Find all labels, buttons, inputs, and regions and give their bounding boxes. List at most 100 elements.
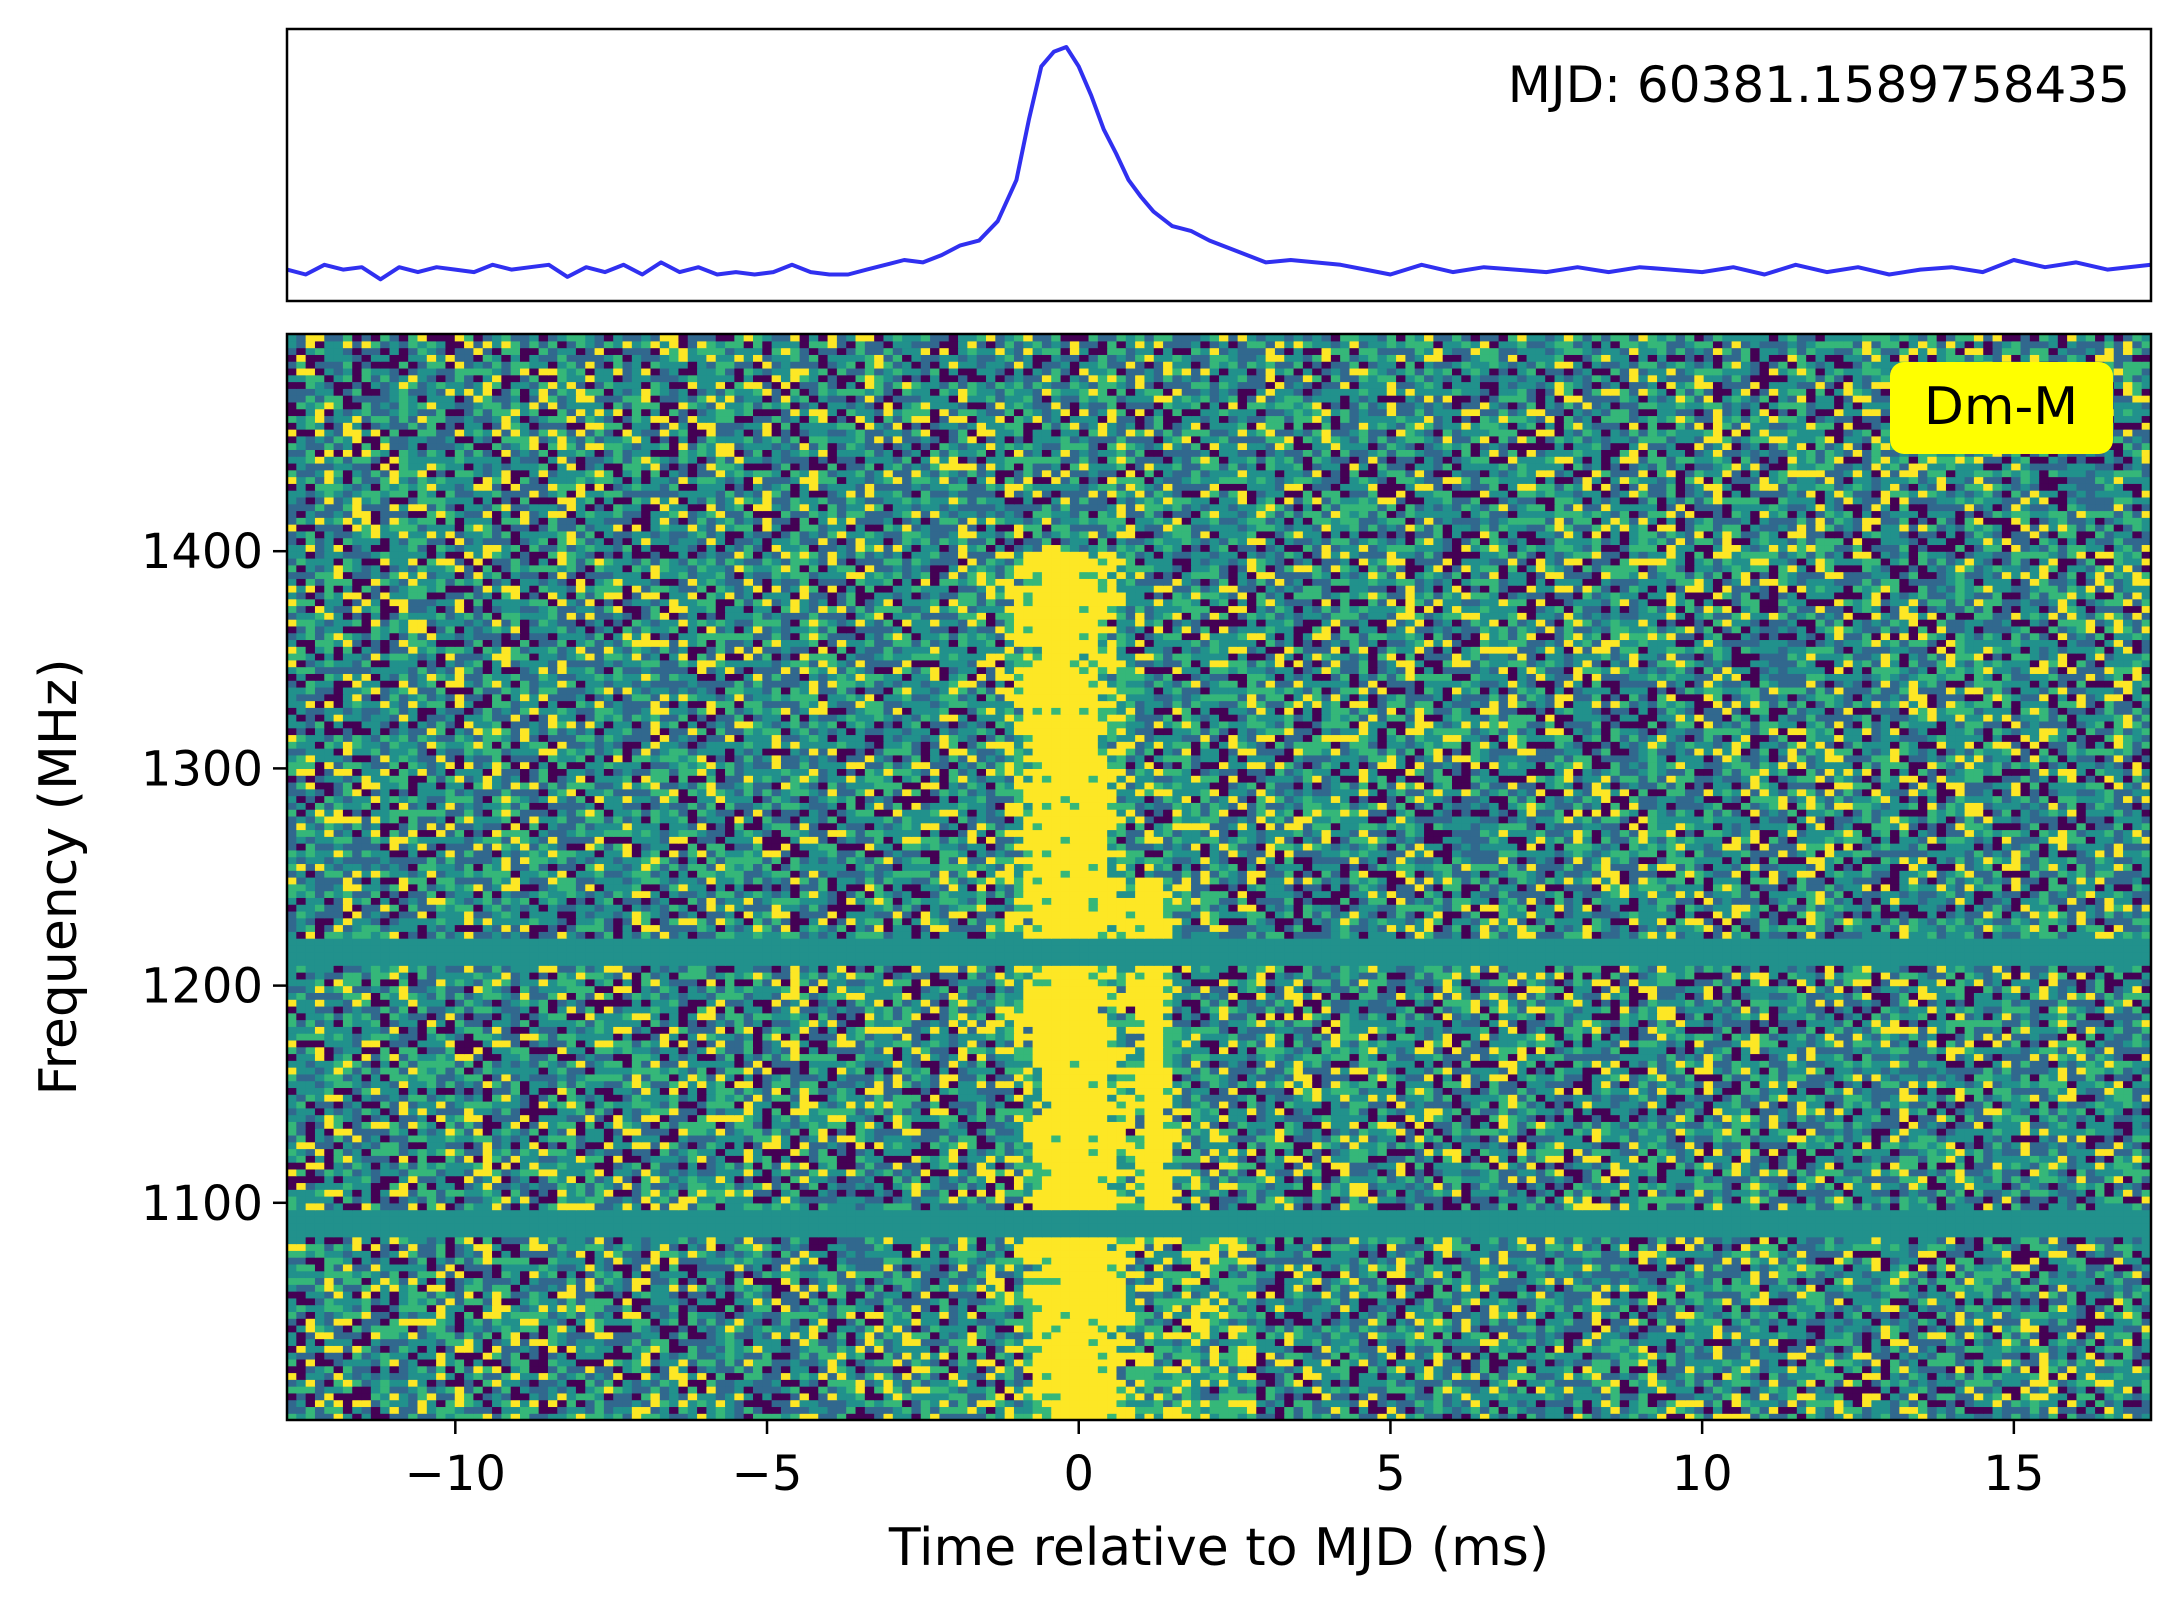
heatmap-cell [380, 1339, 390, 1346]
heatmap-cell [1564, 1264, 1574, 1271]
heatmap-cell [455, 1305, 465, 1312]
heatmap-cell [2104, 1379, 2114, 1386]
heatmap-cell [1564, 1305, 1574, 1312]
heatmap-cell [371, 1305, 381, 1312]
heatmap-cell [1806, 1372, 1816, 1379]
heatmap-cell [1387, 1379, 1397, 1386]
heatmap-cell [408, 1257, 418, 1264]
heatmap-cell [2048, 1291, 2058, 1298]
heatmap-cell [1610, 1352, 1620, 1359]
heatmap-cell [1638, 1366, 1648, 1373]
heatmap-cell [874, 1339, 884, 1346]
heatmap-cell [1629, 1318, 1639, 1325]
heatmap-cell [1340, 1271, 1350, 1278]
heatmap-cell [930, 1311, 940, 1318]
heatmap-cell [1862, 1352, 1872, 1359]
heatmap-cell [1210, 1264, 1220, 1271]
heatmap-cell [1349, 1393, 1359, 1400]
heatmap-cell [1666, 1406, 1676, 1413]
heatmap-cell [1023, 1366, 1033, 1373]
heatmap-cell [632, 1284, 642, 1291]
heatmap-cell [1564, 1379, 1574, 1386]
heatmap-cell [837, 1318, 847, 1325]
heatmap-cell [781, 1386, 791, 1393]
heatmap-cell [1033, 1359, 1043, 1366]
heatmap-cell [1266, 1393, 1276, 1400]
heatmap-cell [1238, 1386, 1248, 1393]
heatmap-cell [958, 1298, 968, 1305]
heatmap-cell [1107, 1250, 1117, 1257]
heatmap-cell [1294, 1250, 1304, 1257]
heatmap-cell [1424, 1311, 1434, 1318]
heatmap-cell [2002, 1352, 2012, 1359]
heatmap-cell [1424, 1250, 1434, 1257]
heatmap-cell [1154, 1318, 1164, 1325]
heatmap-cell [1545, 1264, 1555, 1271]
heatmap-cell [1191, 1325, 1201, 1332]
heatmap-cell [1079, 1366, 1089, 1373]
heatmap-cell [1508, 1311, 1518, 1318]
heatmap-cell [2076, 1406, 2086, 1413]
heatmap-cell [1051, 1257, 1061, 1264]
heatmap-cell [716, 1372, 726, 1379]
heatmap-cell [846, 1339, 856, 1346]
heatmap-cell [641, 1257, 651, 1264]
heatmap-cell [1284, 1257, 1294, 1264]
heatmap-cell [399, 1339, 409, 1346]
heatmap-cell [1862, 1386, 1872, 1393]
heatmap-cell [548, 1406, 558, 1413]
heatmap-cell [1480, 1318, 1490, 1325]
heatmap-cell [455, 1318, 465, 1325]
heatmap-cell [1098, 1264, 1108, 1271]
heatmap-cell [1685, 1339, 1695, 1346]
heatmap-cell [1247, 1325, 1257, 1332]
heatmap-cell [1023, 1271, 1033, 1278]
heatmap-cell [874, 1352, 884, 1359]
heatmap-cell [846, 1318, 856, 1325]
heatmap-cell [1210, 1305, 1220, 1312]
heatmap-cell [1312, 1271, 1322, 1278]
heatmap-cell [1461, 1305, 1471, 1312]
heatmap-cell [1853, 1393, 1863, 1400]
heatmap-cell [921, 1379, 931, 1386]
heatmap-cell [1601, 1393, 1611, 1400]
heatmap-cell [949, 1400, 959, 1407]
heatmap-cell [1983, 1271, 1993, 1278]
heatmap-cell [1284, 1291, 1294, 1298]
heatmap-cell [1871, 1271, 1881, 1278]
heatmap-cell [1359, 1311, 1369, 1318]
heatmap-cell [753, 1400, 763, 1407]
heatmap-cell [548, 1366, 558, 1373]
heatmap-cell [669, 1298, 679, 1305]
heatmap-cell [809, 1379, 819, 1386]
heatmap-cell [1629, 1277, 1639, 1284]
heatmap-cell [1815, 1359, 1825, 1366]
heatmap-cell [1210, 1271, 1220, 1278]
heatmap-cell [650, 1298, 660, 1305]
heatmap-cell [1713, 1386, 1723, 1393]
heatmap-cell [334, 1359, 344, 1366]
heatmap-cell [1778, 1250, 1788, 1257]
heatmap-cell [1405, 1298, 1415, 1305]
heatmap-cell [1983, 1359, 1993, 1366]
heatmap-cell [1322, 1291, 1332, 1298]
heatmap-cell [585, 1352, 595, 1359]
heatmap-cell [1182, 1284, 1192, 1291]
heatmap-cell [1685, 1318, 1695, 1325]
heatmap-cell [548, 1352, 558, 1359]
heatmap-cell [1247, 1352, 1257, 1359]
heatmap-cell [567, 1352, 577, 1359]
heatmap-cell [641, 1359, 651, 1366]
heatmap-cell [828, 1406, 838, 1413]
heatmap-cell [725, 1339, 735, 1346]
heatmap-cell [1778, 1359, 1788, 1366]
heatmap-cell [1974, 1298, 1984, 1305]
heatmap-cell [986, 1386, 996, 1393]
heatmap-cell [669, 1311, 679, 1318]
heatmap-cell [883, 1277, 893, 1284]
heatmap-cell [669, 1406, 679, 1413]
heatmap-cell [1899, 1372, 1909, 1379]
heatmap-cell [1815, 1325, 1825, 1332]
heatmap-cell [1340, 1386, 1350, 1393]
heatmap-cell [1629, 1264, 1639, 1271]
